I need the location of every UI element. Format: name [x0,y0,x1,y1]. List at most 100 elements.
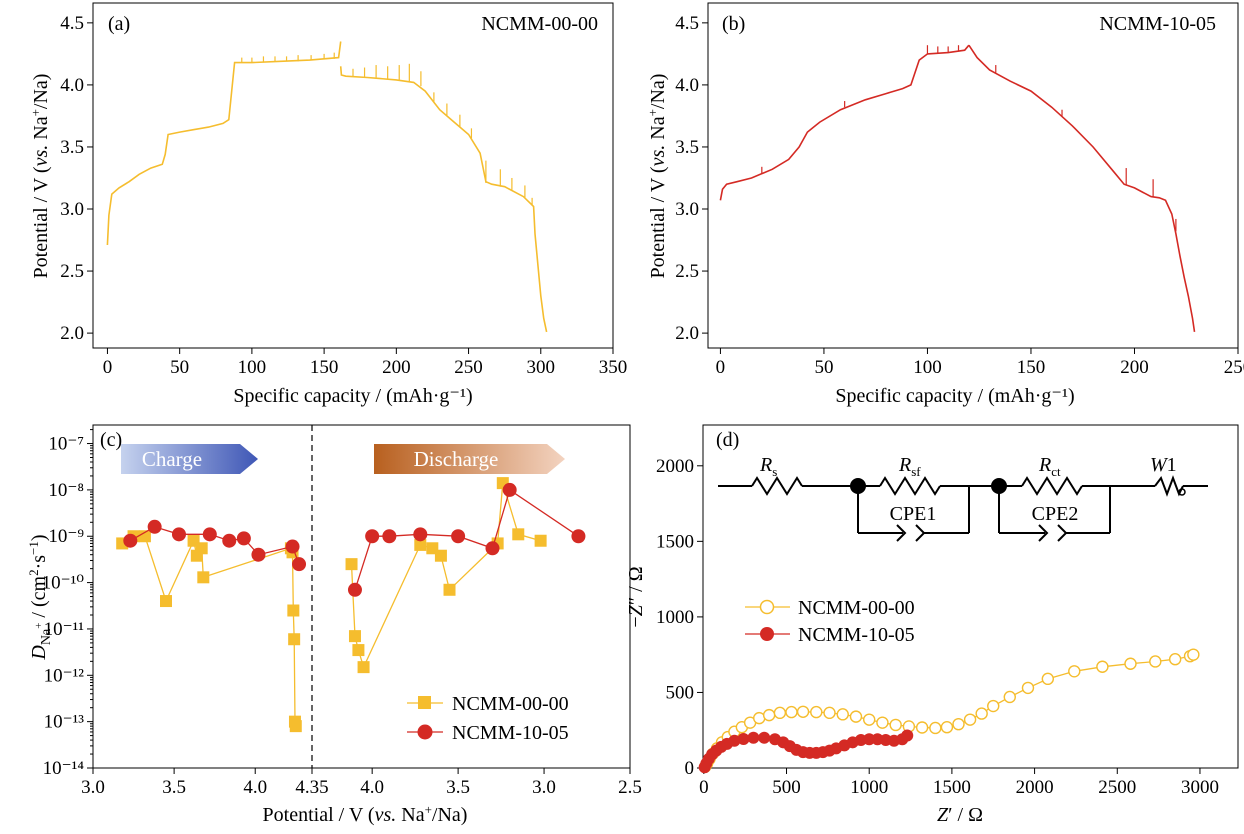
cpe1-symbol [896,524,907,542]
curve-discharge [968,44,1196,333]
x-tick-label: 150 [310,357,339,378]
panel-b-xlabel: Specific capacity / (mAh·g⁻¹) [835,385,1074,407]
discharge-arrow [374,444,565,474]
x-tick-label: 2500 [1098,777,1136,798]
circuit-node-1 [850,478,866,494]
data-point-square [512,528,525,541]
y-tick-label: 10⁻⁹ [48,526,84,547]
nyquist-point-open [952,717,965,731]
data-point-circle [485,541,500,556]
y-tick-label: 500 [666,682,695,703]
x-tick-label: 1000 [850,777,888,798]
data-point-square [348,630,361,643]
x-tick-label: 3000 [1181,777,1219,798]
data-point-circle [202,527,217,542]
y-tick-label: 10⁻¹⁴ [43,758,85,779]
panel-c-ticks: 3.0 3.5 4.0 4.35 4.0 3.5 3.0 2.5 10⁻¹⁴ 10⁻¹³ 10⁻¹²… [42,429,642,798]
panel-a-frame [92,2,614,349]
panel-d-ylabel: −Z″ / Ω [625,566,647,627]
x-tick-label: 100 [238,357,267,378]
y-tick-label: 10⁻⁸ [48,480,84,501]
data-point-square [160,595,172,608]
label-rsf: Rsf [898,454,921,479]
x-tick-label: 0 [103,357,113,378]
panel-c-plot [116,477,586,733]
nyquist-point-open [823,706,836,720]
nyquist-point-open [1124,657,1137,670]
resistor-rsf [879,476,941,496]
label-cpe2: CPE2 [1032,503,1079,525]
y-tick-label: 3.0 [675,199,699,220]
data-point-square [138,530,151,543]
charge-arrow-label: Charge [142,447,202,471]
panel-d-frame [702,424,1239,769]
nyquist-point-filled [747,731,760,744]
data-point-circle [222,533,237,548]
data-point-square [352,644,365,657]
y-tick-label: 10⁻¹⁰ [42,573,85,594]
panel-a-ticks: 0 50 100 150 200 250 300 350 2.0 2.5 3.0 3.5 4.0 4.5 [60,13,627,378]
panel-c-legend-00: NCMM-00-00 [452,693,569,715]
data-point-square [289,720,302,733]
y-tick-label: 1500 [656,531,694,552]
data-point-circle [382,529,397,544]
panel-c-label: (c) [100,429,122,451]
y-tick-label: 4.0 [60,75,84,96]
label-rs: Rs [759,454,777,479]
nyquist-point-open [929,721,942,735]
data-point-square [195,542,208,555]
x-tick-label: 0 [716,357,726,378]
panel-c-legend: NCMM-00-00 NCMM-10-05 [407,693,569,744]
x-tick-label: 50 [170,357,189,378]
y-tick-label: 10⁻¹² [44,665,85,686]
nyquist-point-open [889,718,902,732]
nyquist-point-filled [728,734,741,747]
panel-d-legend-10: NCMM-10-05 [798,624,915,646]
nyquist-point-open [1068,665,1081,678]
y-tick-label: 10⁻¹¹ [44,619,85,640]
nyquist-point-open [1003,690,1016,704]
nyquist-point-open [876,716,889,729]
nyquist-point-open [1168,653,1182,666]
x-tick-label: 50 [814,357,833,378]
data-point-square [534,534,547,547]
x-tick-label: 2000 [1016,777,1054,798]
nyquist-point-filled [901,729,914,742]
discharge-arrow-label: Discharge [414,447,499,471]
nyquist-point-open [785,705,798,719]
y-tick-label: 3.5 [60,137,84,158]
panel-c-legend-10: NCMM-10-05 [452,722,569,744]
nyquist-point-open [796,705,810,718]
nyquist-point-open [836,708,849,721]
panel-b: 0 50 100 150 200 250 2.0 2.5 3.0 3.5 4.0 4.5 (b) NC… [645,2,1244,407]
nyquist-point-open [1021,681,1035,695]
data-point-square [357,661,370,674]
x-tick-label: 100 [913,357,942,378]
x-tick-label: 200 [382,357,411,378]
nyquist-point-filled [758,731,771,744]
panel-b-label: (b) [722,13,745,35]
x-tick-label: 250 [1224,357,1244,378]
panel-d-ticks: 0 500 1000 1500 2000 2500 3000 0 500 1000 1500 2000 [656,456,1219,798]
y-tick-label: 0 [685,758,695,779]
panel-c: 3.0 3.5 4.0 4.35 4.0 3.5 3.0 2.5 10⁻¹⁴ 10⁻¹³ 10⁻¹²… [26,424,642,826]
legend-marker-filled-circle [760,627,774,641]
y-tick-label: 4.0 [675,75,699,96]
panel-a-plot [106,41,548,333]
resistor-rs [751,476,803,496]
nyquist-point-open [915,721,929,734]
nyquist-point-open [863,713,876,726]
nyquist-point-open [1187,648,1200,661]
x-tick-label: 4.0 [243,777,267,798]
panel-c-xlabel: Potential / V (vs. Na+/Na) [263,802,468,826]
label-w1: W1 [1150,454,1177,476]
x-tick-label: 0 [699,777,709,798]
x-tick-label: 200 [1120,357,1149,378]
y-tick-label: 4.5 [60,13,84,34]
data-point-circle [347,582,362,597]
data-point-circle [365,529,380,544]
legend-marker-ncmm-10-05 [417,724,433,740]
legend-marker-ncmm-00-00 [418,696,431,709]
y-tick-label: 2.0 [60,323,84,344]
